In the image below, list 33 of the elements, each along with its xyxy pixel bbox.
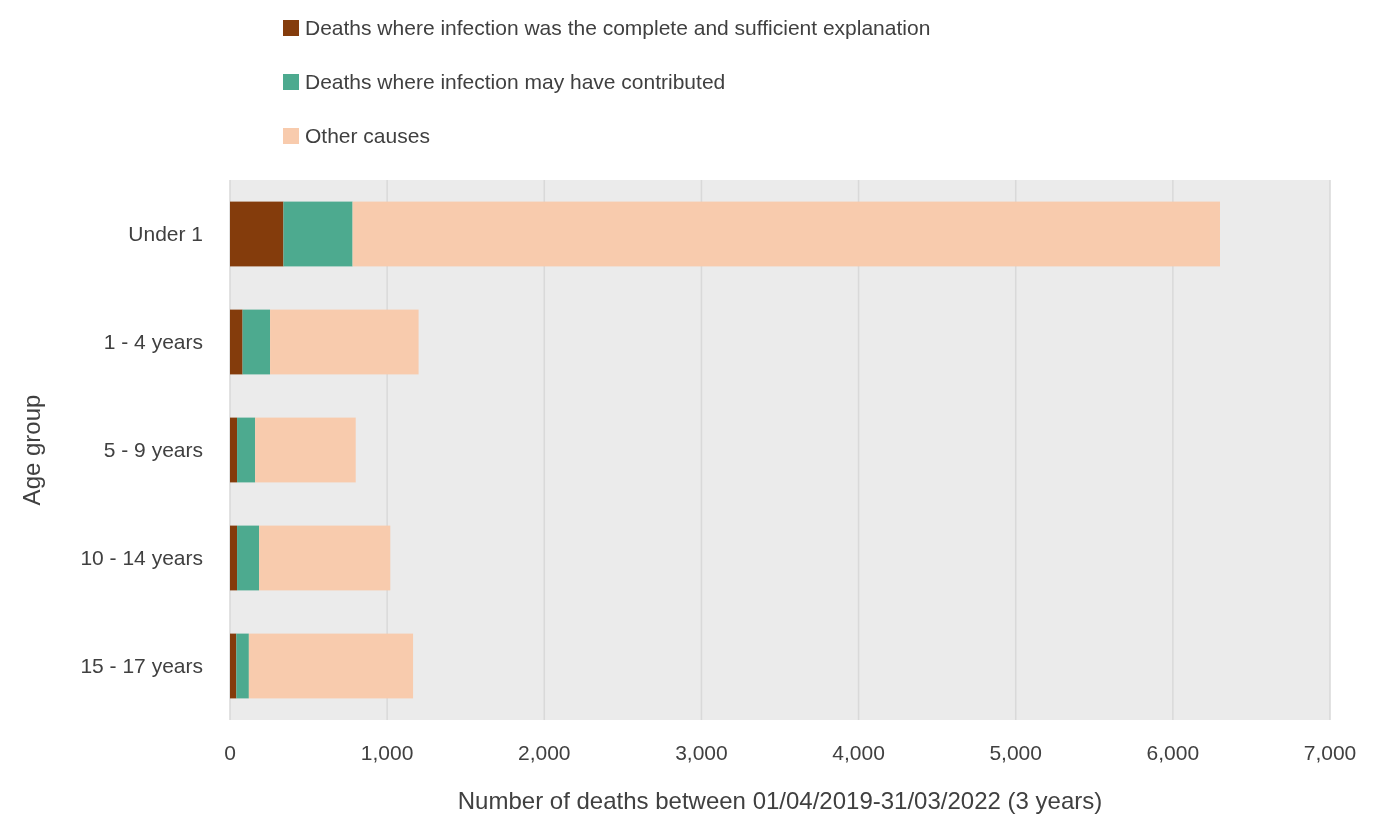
legend-label: Other causes	[305, 124, 430, 148]
bar	[230, 309, 243, 375]
legend-label: Deaths where infection may have contributed	[305, 70, 726, 94]
y-tick-label: Under 1	[128, 222, 203, 246]
y-tick-label: 15 - 17 years	[80, 654, 203, 678]
x-tick-label: 2,000	[518, 741, 571, 764]
bar	[237, 417, 256, 483]
x-tick-label: 1,000	[360, 741, 414, 764]
bar	[352, 201, 1220, 267]
bar	[230, 417, 238, 483]
legend-label: Deaths where infection was the complete and sufficient explanation	[305, 16, 931, 40]
bar	[255, 417, 356, 483]
bar	[270, 309, 419, 375]
x-tick-label: 6,000	[1146, 741, 1200, 764]
bar	[259, 525, 391, 591]
y-tick-label: 5 - 9 years	[103, 438, 203, 462]
x-axis-title: Number of deaths between 01/04/2019-31/03/2022 (3 years)	[457, 787, 1103, 814]
x-tick-label: 3,000	[675, 741, 728, 764]
bar	[230, 201, 284, 267]
x-tick-label: 5,000	[989, 741, 1042, 764]
x-tick-label: 0	[224, 741, 236, 764]
x-tick-label: 4,000	[832, 741, 885, 764]
bar	[283, 201, 353, 267]
bar	[230, 633, 237, 699]
bar	[248, 633, 414, 699]
bar	[236, 633, 249, 699]
bar	[237, 525, 260, 591]
y-axis-title: Age group	[18, 394, 45, 506]
y-tick-label: 10 - 14 years	[80, 546, 203, 570]
y-tick-label: 1 - 4 years	[103, 330, 203, 354]
x-tick-label: 7,000	[1303, 741, 1357, 764]
bar	[230, 525, 238, 591]
bar	[242, 309, 271, 375]
